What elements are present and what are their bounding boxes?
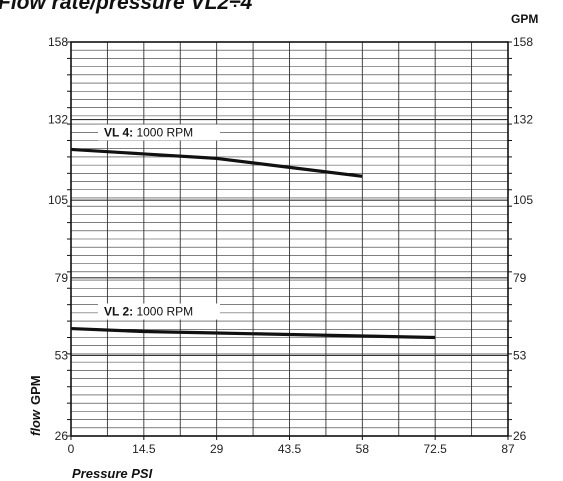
- x-tick-label: 29: [210, 442, 224, 456]
- right-axis-unit: GPM: [511, 12, 538, 26]
- x-tick-label: 14.5: [132, 442, 156, 456]
- series-label-bold: VL 4:: [104, 125, 133, 139]
- series-label-bold: VL 2:: [104, 305, 133, 319]
- y-tick-label-right: 26: [513, 429, 527, 443]
- y-tick-label-right: 53: [513, 348, 527, 362]
- series-label-rest: 1000 RPM: [133, 125, 193, 139]
- y-tick-label-right: 132: [513, 113, 533, 127]
- y-tick-label-left: 79: [55, 271, 69, 285]
- series-label-bg: [98, 124, 220, 141]
- y-axis-label: flow GPM: [28, 375, 43, 436]
- series-label: VL 2: 1000 RPM: [104, 305, 193, 319]
- x-tick-label: 0: [68, 442, 75, 456]
- y-tick-label-left: 158: [48, 35, 68, 49]
- y-tick-label-left: 132: [48, 113, 68, 127]
- y-axis-label-unit: GPM: [28, 375, 43, 405]
- chart-grid: [71, 41, 508, 437]
- y-tick-label-right: 79: [513, 271, 527, 285]
- chart-title: Flow rate/pressure VL2÷4: [0, 0, 253, 14]
- y-tick-label-left: 105: [48, 193, 68, 207]
- y-axis-label-italic: flow: [28, 409, 43, 436]
- x-axis-ticks: 0 14.5 29 43.5 58 72.5 87: [68, 436, 515, 456]
- y-tick-label-right: 158: [513, 35, 533, 49]
- x-tick-label: 87: [501, 442, 515, 456]
- series-label: VL 4: 1000 RPM: [104, 125, 193, 139]
- y-axis-left-ticks: 26 53 79 105 132 158: [48, 35, 68, 443]
- series-line: [70, 326, 436, 340]
- y-tick-label-left: 26: [55, 429, 69, 443]
- x-tick-label: 43.5: [278, 442, 302, 456]
- y-tick-label-left: 53: [55, 348, 69, 362]
- y-tick-label-right: 105: [513, 193, 533, 207]
- x-tick-label: 58: [356, 442, 370, 456]
- series-line: [70, 147, 363, 178]
- y-axis-right-ticks: 26 53 79 105 132 158: [513, 35, 533, 443]
- series-label-bg: [98, 303, 220, 320]
- x-tick-label: 72.5: [423, 442, 447, 456]
- x-axis-label: Pressure PSI: [72, 466, 153, 481]
- series-label-rest: 1000 RPM: [133, 305, 193, 319]
